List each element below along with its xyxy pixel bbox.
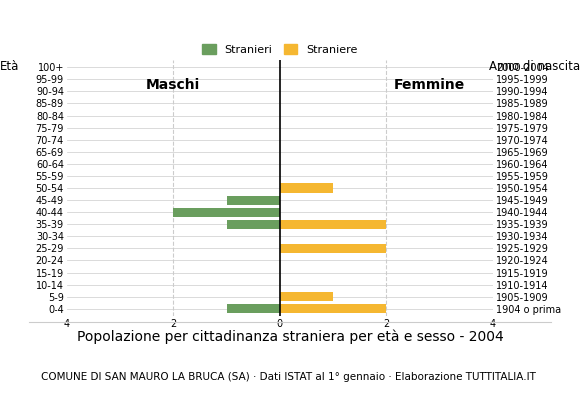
Bar [280, 244, 386, 253]
Text: Femmine: Femmine [393, 78, 465, 92]
Text: Età: Età [0, 60, 19, 73]
Legend: Stranieri, Straniere: Stranieri, Straniere [198, 40, 362, 59]
Text: COMUNE DI SAN MAURO LA BRUCA (SA) · Dati ISTAT al 1° gennaio · Elaborazione TUTT: COMUNE DI SAN MAURO LA BRUCA (SA) · Dati… [41, 372, 535, 382]
Bar [227, 196, 280, 205]
Bar [280, 304, 386, 313]
Text: Maschi: Maschi [146, 78, 201, 92]
Bar [173, 208, 280, 217]
Bar [280, 220, 386, 229]
Bar [280, 184, 333, 192]
Bar [280, 292, 333, 301]
Text: Anno di nascita: Anno di nascita [489, 60, 580, 73]
Bar [227, 304, 280, 313]
Text: Popolazione per cittadinanza straniera per età e sesso - 2004: Popolazione per cittadinanza straniera p… [77, 330, 503, 344]
Bar [227, 220, 280, 229]
